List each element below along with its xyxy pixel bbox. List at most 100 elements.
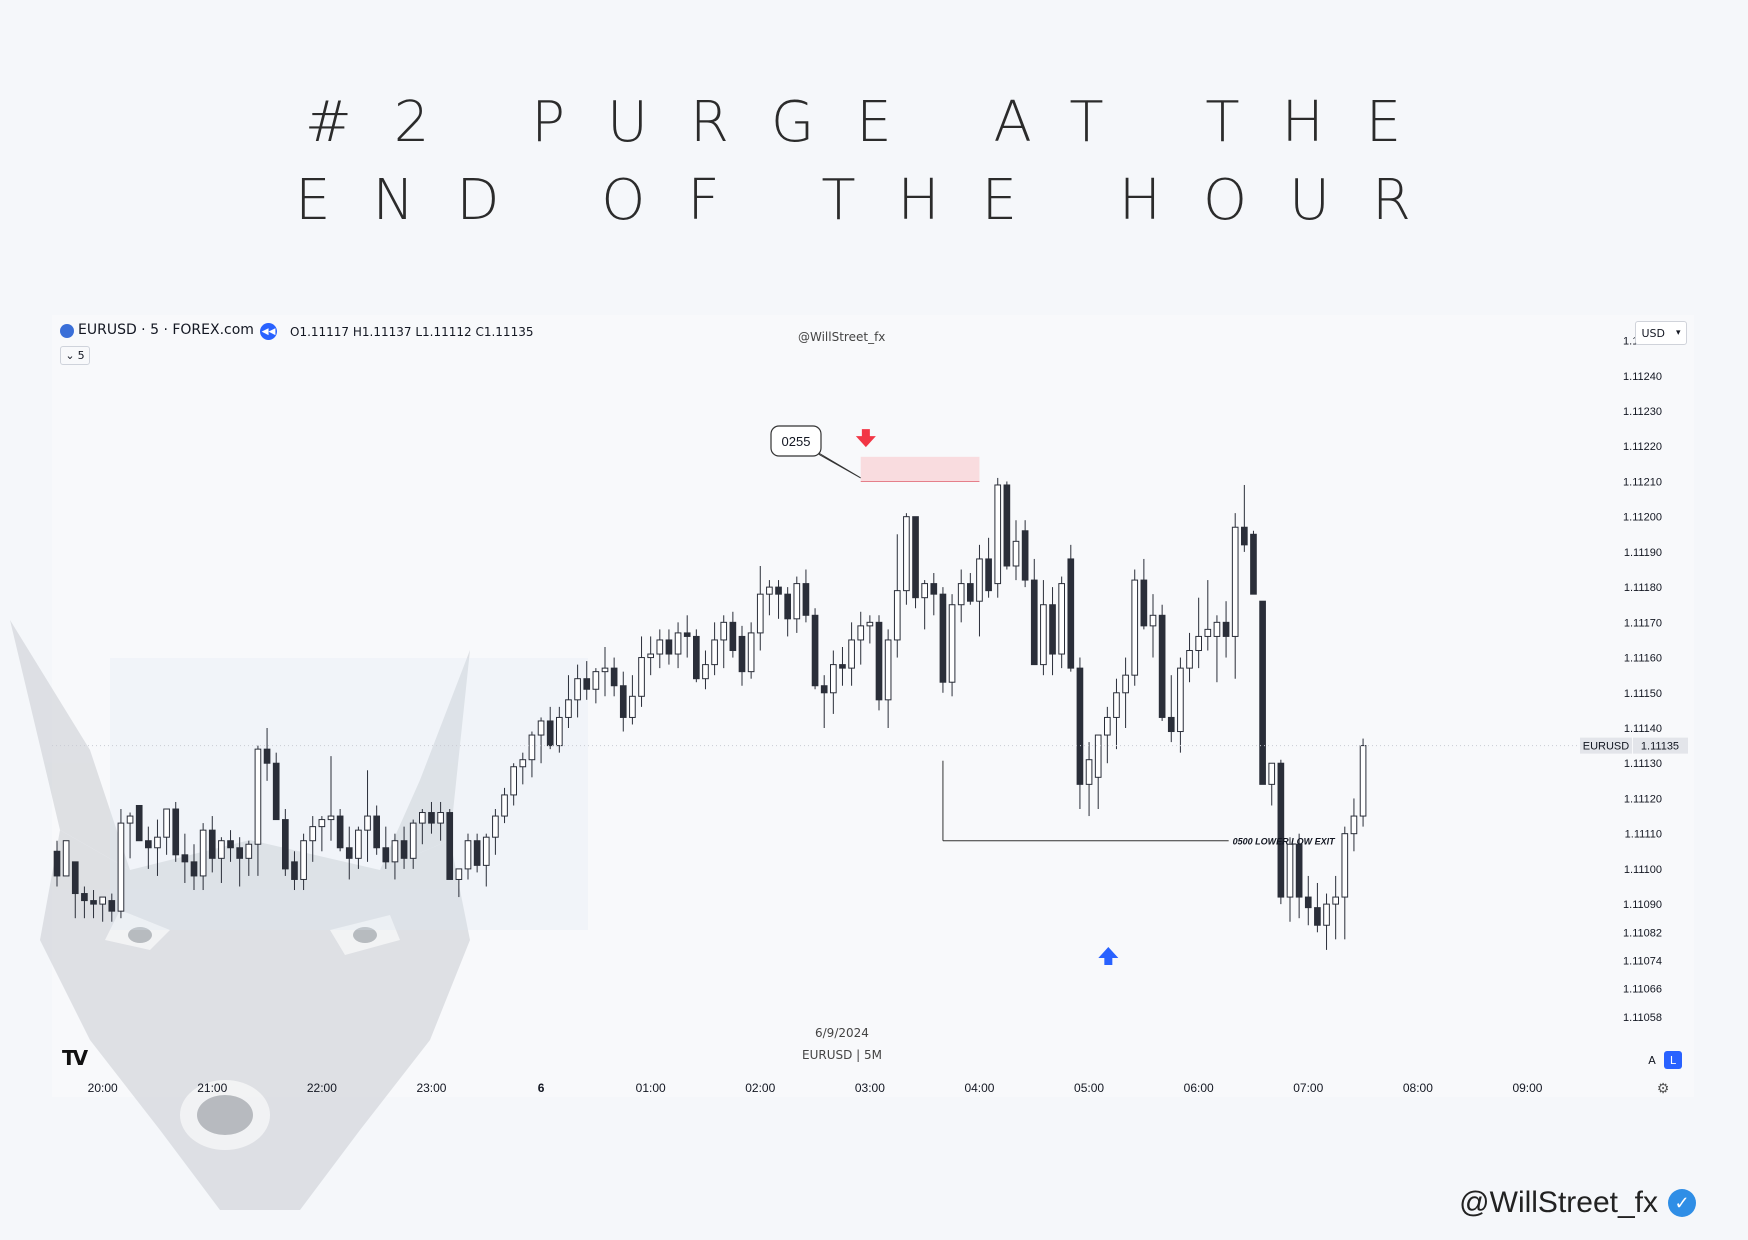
y-tick-label: 1.11110 <box>1625 829 1662 841</box>
candle-body <box>1222 621 1230 637</box>
candle <box>775 580 782 619</box>
author-handle: @WillStreet_fx ✓ <box>1459 1186 1696 1220</box>
candle-body <box>428 812 435 824</box>
x-tick-label: 20:00 <box>88 1081 118 1095</box>
candle <box>199 823 207 891</box>
candle-body <box>784 593 791 620</box>
candle <box>756 565 764 651</box>
candle-body <box>282 819 289 870</box>
candle-body <box>409 822 417 859</box>
candle-body <box>884 639 892 701</box>
y-tick-label: 1.11160 <box>1624 653 1662 665</box>
gear-icon[interactable]: ⚙ <box>1657 1081 1670 1097</box>
candle <box>190 844 198 891</box>
last-price-value: 1.11135 <box>1641 741 1679 753</box>
candle <box>857 611 865 665</box>
candle <box>793 576 801 633</box>
candle-body <box>391 840 399 863</box>
log-scale-button[interactable]: L <box>1664 1051 1682 1069</box>
candle-body <box>154 836 161 849</box>
candle <box>163 808 170 855</box>
candle-body <box>857 625 865 641</box>
interval-selector[interactable]: ⌄ 5 <box>60 346 90 365</box>
candle <box>528 731 536 778</box>
currency-selector[interactable]: USD ▾ <box>1635 321 1687 345</box>
candle <box>473 833 481 873</box>
candle <box>382 826 390 869</box>
candle-body <box>939 593 947 683</box>
candle-body <box>172 808 180 856</box>
candle <box>90 890 97 919</box>
candle <box>1076 657 1084 810</box>
candle-body <box>126 815 134 824</box>
candle-body <box>327 815 335 821</box>
candle <box>1167 675 1175 743</box>
title-line-1: #2 PURGE AT THE <box>304 90 1444 155</box>
y-tick-label: 1.11190 <box>1624 547 1662 559</box>
candle-body <box>236 847 243 859</box>
candle <box>1158 604 1166 721</box>
candle-body <box>1195 635 1202 652</box>
candle-body <box>1094 734 1102 778</box>
candle-body <box>1341 833 1349 898</box>
candle <box>985 537 992 598</box>
candle-body <box>1250 533 1257 595</box>
candle-body <box>967 583 974 602</box>
candle <box>373 805 380 855</box>
candle <box>345 826 353 880</box>
candle-body <box>1158 614 1166 718</box>
callout-label: 0255 <box>782 434 811 449</box>
tradingview-logo-icon[interactable]: TV <box>62 1046 88 1070</box>
candle <box>939 587 947 693</box>
arrow-down-icon <box>855 429 876 448</box>
chevron-down-icon: ⌄ <box>65 349 75 362</box>
candle <box>145 826 152 869</box>
auto-scale-button[interactable]: A <box>1648 1053 1656 1067</box>
candle <box>1241 484 1248 552</box>
candle <box>336 809 344 852</box>
candle <box>839 646 846 686</box>
candle <box>747 622 755 679</box>
candle-body <box>592 671 600 690</box>
candle <box>738 625 746 686</box>
candle-body <box>62 840 70 877</box>
candle-body <box>1021 530 1029 581</box>
candle <box>884 629 892 729</box>
candle <box>866 615 874 644</box>
y-tick-label: 1.11240 <box>1623 371 1662 383</box>
candle-body <box>1213 621 1221 637</box>
candle-body <box>145 840 152 849</box>
candle-body <box>81 893 88 902</box>
candle <box>1277 759 1285 905</box>
candle-body <box>318 819 326 828</box>
candle-body <box>1231 526 1239 637</box>
candle <box>263 728 271 781</box>
candle <box>419 809 426 845</box>
candle-body <box>510 766 517 796</box>
candle-body <box>793 583 801 620</box>
x-tick-label: 6 <box>538 1081 545 1095</box>
candle <box>619 671 627 732</box>
candle-body <box>181 854 189 863</box>
rewind-icon[interactable]: ◀◀ <box>260 323 277 340</box>
candle <box>537 717 545 764</box>
center-watermark-text: @WillStreet_fx <box>798 330 886 344</box>
candle-body <box>1277 762 1285 898</box>
y-tick-label: 1.11220 <box>1623 441 1662 453</box>
candle-body <box>1332 896 1339 905</box>
x-tick-label: 09:00 <box>1512 1081 1542 1095</box>
symbol-label[interactable]: EURUSD · 5 · FOREX.com <box>78 322 254 338</box>
symbol-timeframe-label: EURUSD | 5M <box>802 1048 883 1062</box>
candle-body <box>227 840 234 849</box>
y-tick-label: 1.11140 <box>1624 723 1662 735</box>
candle <box>455 868 463 898</box>
candle-body <box>1177 667 1184 733</box>
candle-body <box>1149 614 1157 627</box>
candle <box>693 629 700 683</box>
candle <box>556 706 563 753</box>
candle <box>1268 762 1276 806</box>
candle <box>409 819 417 869</box>
candle-body <box>537 720 545 736</box>
candle <box>1058 576 1065 669</box>
